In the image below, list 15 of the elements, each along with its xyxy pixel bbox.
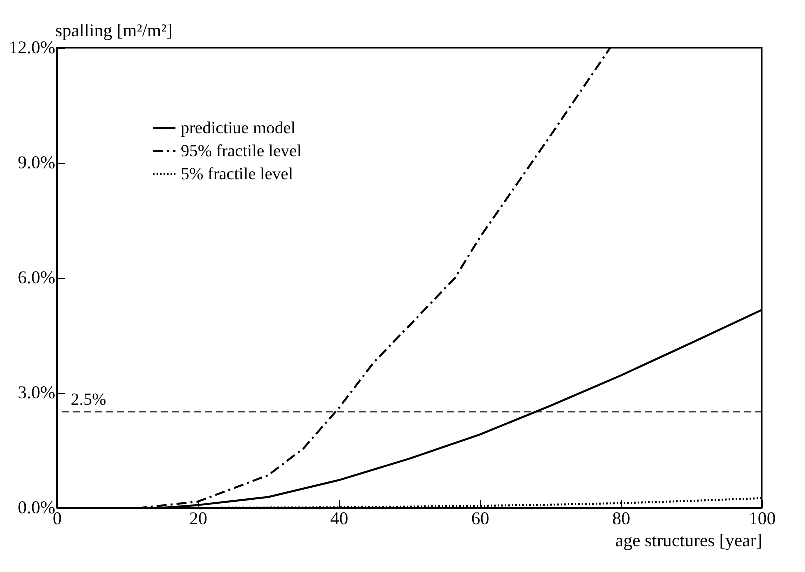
x-tick-label: 80	[612, 508, 630, 528]
y-axis-title: spalling [m²/m²]	[56, 20, 173, 40]
y-tick-label: 9.0%	[18, 152, 56, 172]
x-tick-label: 100	[749, 508, 776, 528]
y-tick-label: 6.0%	[18, 268, 56, 288]
ref-line-label: 2.5%	[71, 390, 106, 410]
legend-label: 5% fractile level	[181, 164, 294, 184]
y-tick-label: 12.0%	[9, 38, 56, 58]
y-tick-label: 3.0%	[18, 382, 56, 402]
x-tick-label: 60	[472, 508, 490, 528]
x-axis-title: age structures [year]	[616, 530, 762, 550]
legend-label: predictiue model	[181, 118, 296, 138]
x-tick-label: 40	[330, 508, 348, 528]
legend-label: 95% fractile level	[181, 142, 302, 160]
x-tick-label: 20	[190, 508, 208, 528]
